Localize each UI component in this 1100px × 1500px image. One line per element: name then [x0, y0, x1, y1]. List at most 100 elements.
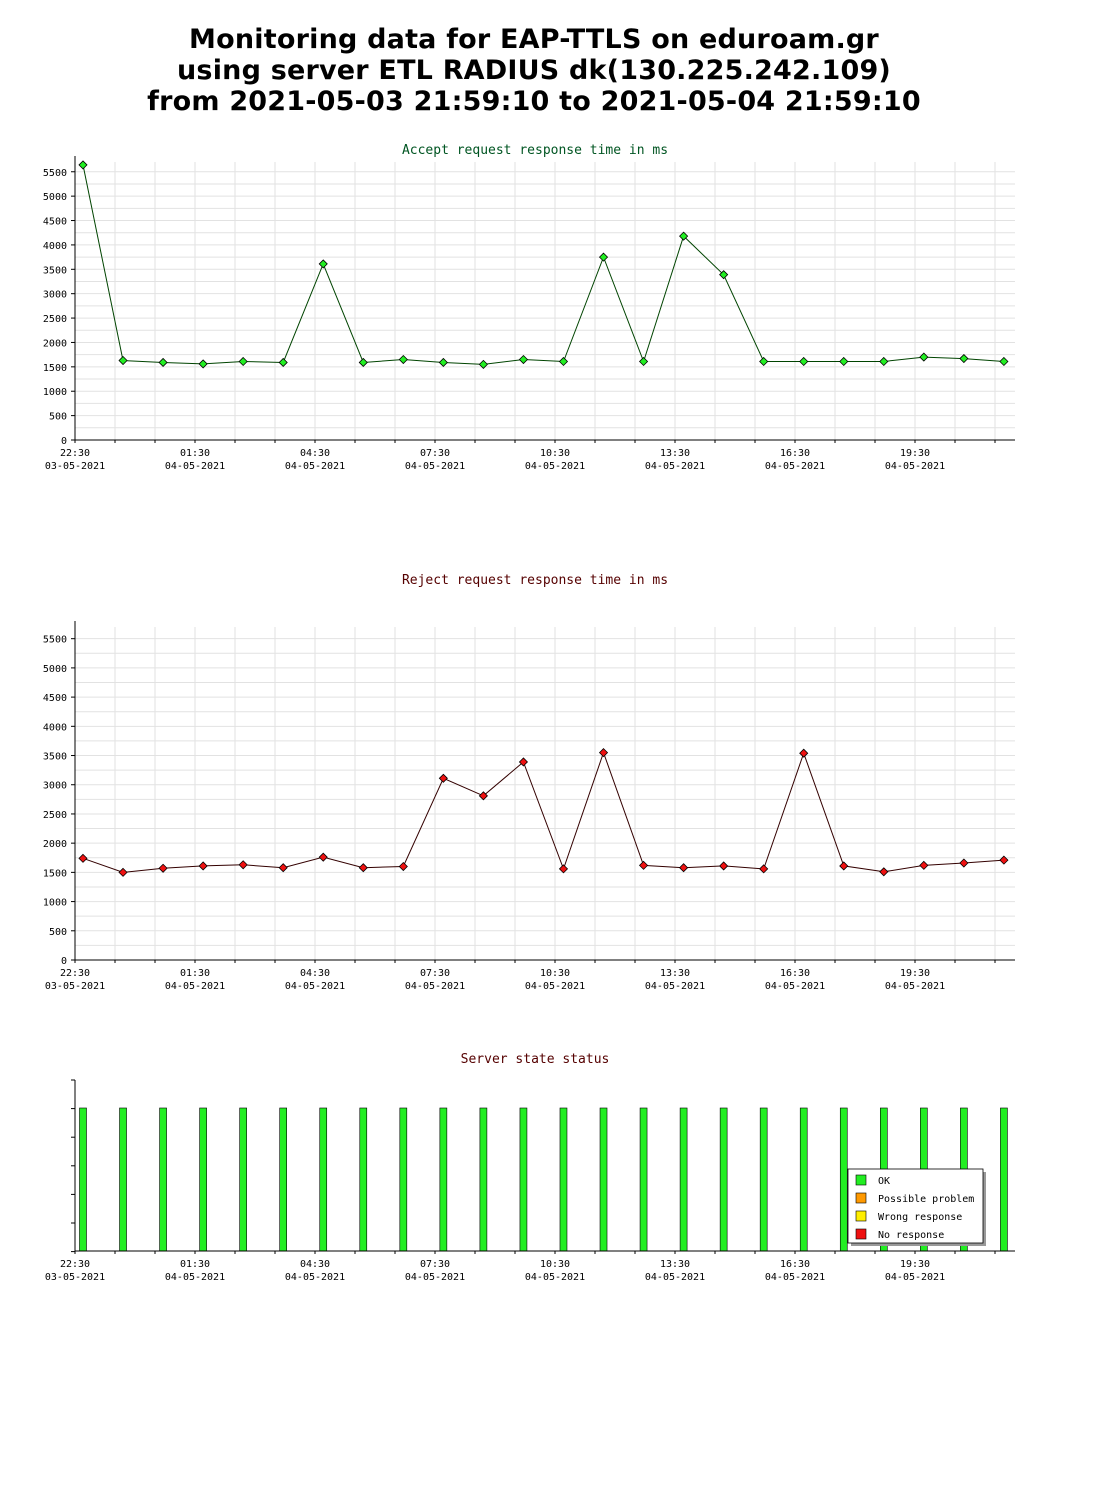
status-bar — [759, 1107, 768, 1252]
accept-y-axis: 0 500 1000 1500 2000 2500 3000 3500 4000 4500 5000… — [43, 156, 76, 447]
y-tick-label: 1000 — [43, 387, 67, 398]
status-bar — [479, 1107, 488, 1252]
accept-data-point — [638, 356, 649, 367]
x-tick-time: 16:30 — [780, 968, 810, 979]
accept-data-point — [879, 356, 889, 367]
accept-data-point — [919, 352, 929, 362]
y-tick-label: 2000 — [43, 338, 67, 349]
accept-data-point — [799, 356, 809, 367]
y-tick-label: 500 — [49, 927, 67, 938]
y-tick-label: 1500 — [43, 868, 67, 879]
reject-data-point — [679, 863, 689, 873]
status-bar — [279, 1107, 288, 1252]
x-tick-date: 04-05-2021 — [525, 1272, 585, 1283]
y-tick-label: 4000 — [43, 241, 67, 252]
x-tick-time: 13:30 — [660, 1259, 690, 1270]
reject-series-line — [82, 751, 1004, 873]
accept-data-point — [438, 357, 448, 368]
x-tick-time: 04:30 — [300, 448, 330, 459]
y-tick-label: 4500 — [43, 693, 67, 704]
x-tick-date: 04-05-2021 — [405, 1272, 465, 1283]
x-tick-date: 04-05-2021 — [285, 461, 345, 472]
status-y-axis — [71, 1079, 76, 1253]
y-tick-label: 0 — [61, 956, 67, 967]
y-tick-label: 2500 — [43, 314, 67, 325]
accept-response-chart: Accept request response time in ms 0 500 10… — [43, 143, 1015, 472]
legend-label: OK — [878, 1176, 890, 1187]
legend-label: Possible problem — [878, 1194, 974, 1205]
x-tick-date: 04-05-2021 — [165, 461, 225, 472]
accept-series-line — [82, 164, 1004, 365]
y-tick-label: 5500 — [43, 168, 67, 179]
x-tick-date: 04-05-2021 — [765, 1272, 825, 1283]
y-tick-label: 1500 — [43, 363, 67, 374]
title-line-1: Monitoring data for EAP-TTLS on eduroam.… — [189, 24, 879, 55]
status-bar — [799, 1107, 808, 1252]
x-tick-date: 04-05-2021 — [285, 981, 345, 992]
legend-swatch — [855, 1210, 867, 1222]
x-tick-time: 04:30 — [300, 968, 330, 979]
x-tick-date: 04-05-2021 — [525, 981, 585, 992]
y-tick-label: 3500 — [43, 265, 67, 276]
reject-data-point — [478, 791, 488, 801]
x-tick-time: 10:30 — [540, 448, 570, 459]
status-bar — [199, 1107, 207, 1252]
x-tick-time: 10:30 — [540, 968, 570, 979]
status-bar — [719, 1107, 728, 1252]
title-line-2: using server ETL RADIUS dk(130.225.242.1… — [177, 55, 891, 86]
accept-data-point — [839, 356, 849, 367]
status-bar — [159, 1107, 167, 1252]
x-tick-date: 04-05-2021 — [165, 981, 225, 992]
reject-data-point — [999, 855, 1009, 865]
x-tick-time: 01:30 — [180, 968, 210, 979]
reject-data-point — [638, 860, 649, 870]
status-bar — [519, 1107, 528, 1252]
reject-data-point — [759, 864, 769, 874]
accept-data-point — [719, 270, 729, 280]
x-tick-time: 19:30 — [900, 1259, 930, 1270]
status-bar — [599, 1107, 608, 1252]
x-tick-time: 07:30 — [420, 968, 450, 979]
reject-title: Reject request response time in ms — [402, 573, 668, 588]
x-tick-date: 04-05-2021 — [645, 461, 705, 472]
y-tick-label: 0 — [61, 436, 67, 447]
x-tick-time: 13:30 — [660, 968, 690, 979]
reject-data-point — [398, 861, 408, 872]
reject-data-point — [799, 748, 809, 758]
x-tick-date: 04-05-2021 — [285, 1272, 345, 1283]
accept-data-point — [959, 353, 969, 364]
accept-data-point — [78, 160, 88, 170]
x-tick-time: 13:30 — [660, 448, 690, 459]
x-tick-date: 04-05-2021 — [885, 981, 945, 992]
title-line-3: from 2021-05-03 21:59:10 to 2021-05-04 2… — [147, 86, 921, 117]
status-bar — [79, 1107, 87, 1252]
reject-data-point — [959, 858, 969, 868]
status-bar — [679, 1107, 688, 1252]
reject-data-point — [118, 867, 128, 877]
reject-data-point — [278, 863, 288, 873]
x-tick-time: 01:30 — [180, 448, 210, 459]
reject-data-point — [919, 860, 929, 870]
x-tick-time: 19:30 — [900, 448, 930, 459]
legend-label: No response — [878, 1230, 944, 1241]
x-tick-date: 04-05-2021 — [645, 981, 705, 992]
legend-box — [847, 1168, 984, 1244]
server-status-chart: Server state status 22:30 03-05-2021 01:30 0… — [45, 1052, 1015, 1283]
reject-data-point — [839, 861, 849, 871]
x-tick-time: 10:30 — [540, 1259, 570, 1270]
reject-data-point — [438, 773, 448, 783]
accept-data-point — [679, 231, 689, 241]
legend-swatch — [855, 1192, 867, 1204]
y-tick-label: 4000 — [43, 722, 67, 733]
x-tick-time: 19:30 — [900, 968, 930, 979]
accept-data-point — [398, 354, 408, 365]
reject-data-point — [598, 748, 609, 758]
status-title: Server state status — [461, 1052, 610, 1067]
accept-data-point — [759, 356, 769, 367]
accept-data-point — [318, 259, 328, 269]
x-tick-date: 03-05-2021 — [45, 981, 105, 992]
y-tick-label: 2000 — [43, 839, 67, 850]
x-tick-date: 04-05-2021 — [645, 1272, 705, 1283]
x-tick-date: 03-05-2021 — [45, 1272, 105, 1283]
x-tick-time: 22:30 — [60, 448, 90, 459]
